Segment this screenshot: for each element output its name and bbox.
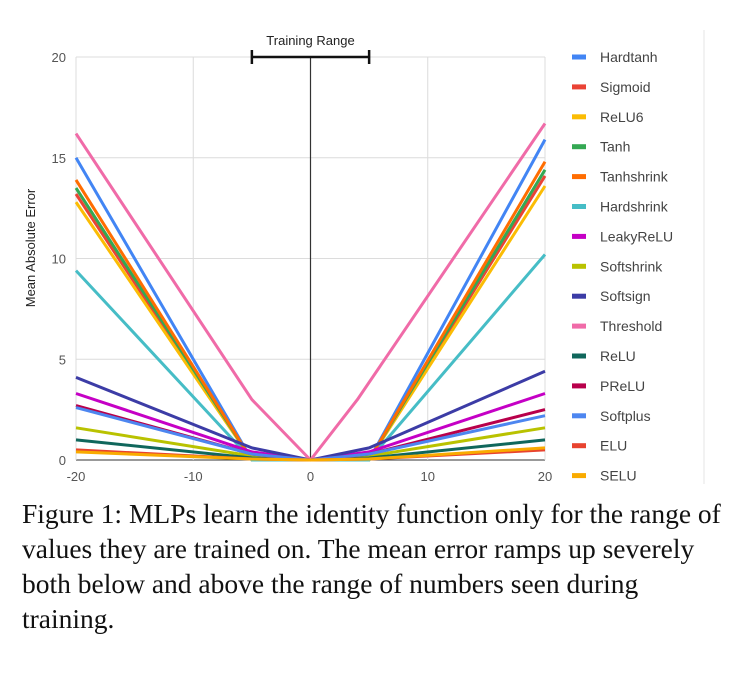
legend-swatch-tanh bbox=[572, 144, 586, 150]
chart-legend: Hardtanh Sigmoid ReLU6 Tanh Tanhshrink Hardsh… bbox=[572, 30, 705, 484]
legend-swatch-relu6 bbox=[572, 114, 586, 120]
chart-grid bbox=[75, 56, 546, 461]
legend-swatch-leakyrelu bbox=[572, 233, 586, 239]
legend-label-threshold: Threshold bbox=[600, 318, 662, 334]
x-tick-label: -20 bbox=[67, 469, 86, 484]
legend-label-tanh: Tanh bbox=[600, 139, 630, 155]
legend-swatch-softsign bbox=[572, 293, 586, 299]
legend-swatch-threshold bbox=[572, 323, 586, 329]
x-tick-label: -10 bbox=[184, 469, 203, 484]
legend-label-prelu: PReLU bbox=[600, 378, 645, 394]
legend-label-selu: SELU bbox=[600, 468, 637, 484]
chart-series bbox=[74, 122, 547, 462]
legend-swatch-relu bbox=[572, 353, 586, 359]
legend-label-relu: ReLU bbox=[600, 348, 636, 364]
x-tick-label: 0 bbox=[307, 469, 314, 484]
training-range-annotation: Training Range bbox=[250, 33, 371, 64]
y-tick-label: 15 bbox=[52, 151, 66, 166]
legend-label-relu6: ReLU6 bbox=[600, 109, 644, 125]
chart-axes: 0 5 10 15 20 -20 -10 0 10 20 bbox=[52, 50, 553, 484]
mae-line-chart: 0 5 10 15 20 -20 -10 0 10 20 Training Range Hardt… bbox=[23, 30, 705, 484]
figure-caption: Figure 1: MLPs learn the identity functi… bbox=[22, 498, 721, 634]
legend-swatch-sigmoid bbox=[572, 84, 586, 90]
legend-swatch-softshrink bbox=[572, 263, 586, 269]
legend-label-tanhshrink: Tanhshrink bbox=[600, 169, 669, 185]
legend-label-softsign: Softsign bbox=[600, 288, 651, 304]
y-tick-label: 5 bbox=[59, 352, 66, 367]
legend-label-softplus: Softplus bbox=[600, 408, 651, 424]
y-tick-label: 20 bbox=[52, 50, 66, 65]
y-tick-label: 10 bbox=[52, 252, 66, 267]
legend-label-softshrink: Softshrink bbox=[600, 258, 663, 274]
y-axis-title: Mean Absolute Error bbox=[23, 188, 38, 307]
legend-swatch-prelu bbox=[572, 383, 586, 389]
legend-swatch-hardtanh bbox=[572, 54, 586, 60]
legend-swatch-hardshrink bbox=[572, 204, 586, 209]
x-tick-label: 20 bbox=[538, 469, 552, 484]
x-tick-label: 10 bbox=[421, 469, 435, 484]
legend-swatch-selu bbox=[572, 473, 586, 479]
training-range-label: Training Range bbox=[266, 33, 354, 48]
y-tick-label: 0 bbox=[59, 453, 66, 468]
legend-swatch-softplus bbox=[572, 413, 586, 419]
legend-label-hardtanh: Hardtanh bbox=[600, 49, 658, 65]
legend-label-elu: ELU bbox=[600, 438, 627, 454]
legend-label-sigmoid: Sigmoid bbox=[600, 79, 651, 95]
legend-swatch-tanhshrink bbox=[572, 174, 586, 180]
legend-label-leakyrelu: LeakyReLU bbox=[600, 228, 673, 244]
series-line-selu bbox=[75, 446, 546, 462]
legend-label-hardshrink: Hardshrink bbox=[600, 199, 669, 215]
legend-swatch-elu bbox=[572, 443, 586, 449]
